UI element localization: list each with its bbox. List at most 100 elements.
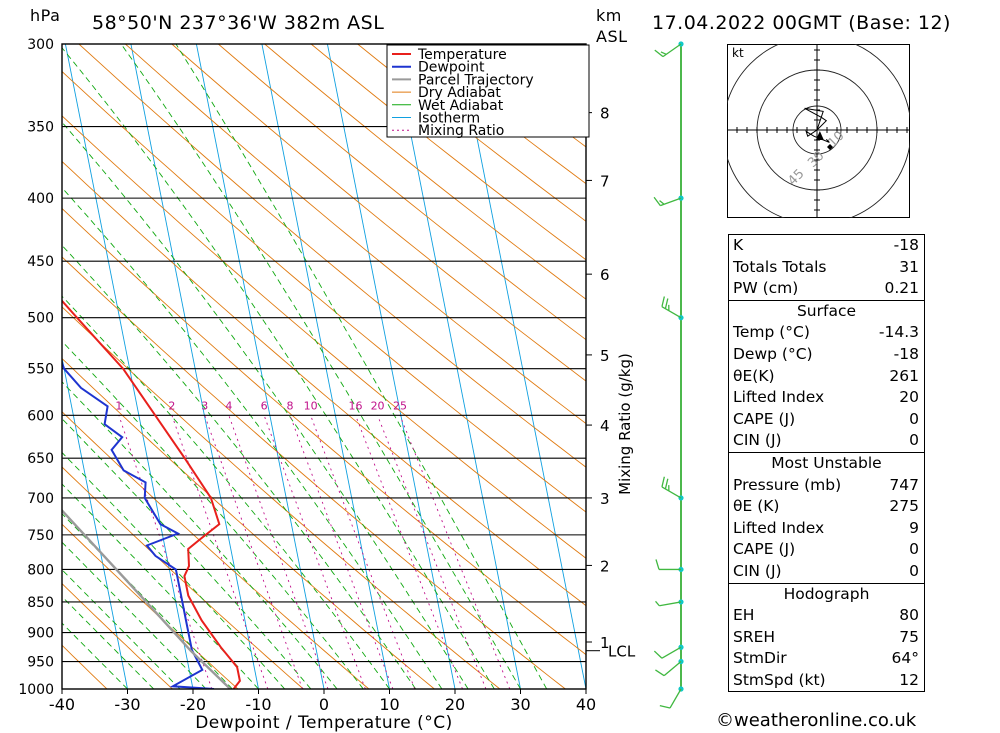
- pressure-label: 900: [27, 626, 54, 642]
- km-tick-label: 8: [600, 105, 610, 123]
- lcl-label: LCL: [608, 643, 636, 661]
- height-unit: km: [596, 6, 622, 25]
- section-title: Hodograph: [783, 584, 870, 603]
- temperature-line: [62, 299, 241, 689]
- x-tick-label: -20: [180, 695, 206, 714]
- most-unstable-value: 0: [909, 540, 919, 559]
- legend-box: [386, 44, 590, 138]
- pressure-label: 1000: [18, 682, 54, 698]
- skewt-chart: 1 2 3 4 6 8 10 16 20 2530035040045050055060065070…: [18, 37, 636, 733]
- hodograph-label: EH: [733, 606, 755, 625]
- mixing-ratio-label: 4: [225, 399, 232, 412]
- wind-barb-flag: [664, 298, 669, 309]
- wind-barb-flag: [653, 196, 661, 207]
- hodograph-label: StmSpd (kt): [733, 670, 826, 689]
- index-row-k: K -18: [733, 236, 919, 254]
- storm-motion-marker: [815, 131, 824, 140]
- wet-adiabat: [62, 513, 233, 689]
- pressure-label: 450: [27, 254, 54, 270]
- hodograph-value: 80: [899, 606, 919, 625]
- parcel-trajectory-line: [62, 508, 232, 689]
- dry-adiabat: [264, 44, 586, 300]
- x-tick-label: 10: [379, 695, 399, 714]
- surface-label: Temp (°C): [733, 323, 810, 342]
- mean-wind-marker: [827, 144, 833, 150]
- km-tick-label: 3: [600, 490, 610, 508]
- dry-adiabat: [171, 44, 586, 382]
- location-title: 58°50'N 237°36'W 382m ASL: [92, 12, 385, 34]
- isotherm: [261, 44, 390, 689]
- pressure-label: 700: [27, 491, 54, 507]
- datetime: 17.04.2022 00GMT (Base: 12): [652, 12, 951, 34]
- hodograph-label: SREH: [733, 627, 776, 646]
- mixing-ratio-line: [377, 415, 487, 689]
- dry-adiabat: [310, 44, 586, 261]
- wind-barb-flag: [655, 669, 665, 677]
- dry-adiabat: [62, 306, 501, 689]
- most-unstable-label: Pressure (mb): [733, 475, 842, 494]
- pressure-label: 750: [27, 528, 54, 544]
- wind-barb-shaft: [661, 486, 682, 499]
- most-unstable-value: 0: [909, 561, 919, 580]
- surface-label: CAPE (J): [733, 409, 796, 428]
- legend-entry: Isotherm: [418, 111, 480, 127]
- legend-entry: Dry Adiabat: [418, 85, 501, 101]
- pressure-label: 600: [27, 408, 54, 424]
- index-row-pw: PW (cm) 0.21: [733, 279, 919, 298]
- pressure-unit: hPa: [30, 6, 61, 25]
- surface-value: 20: [899, 388, 919, 407]
- most-unstable-label: Lifted Index: [733, 518, 825, 537]
- mixing-ratio-label: 16: [349, 399, 363, 412]
- x-tick-label: 0: [319, 695, 329, 714]
- wind-barb-flag: [664, 478, 669, 490]
- hodograph-row: StmDir 64°: [729, 648, 924, 670]
- hodograph-value: 75: [899, 627, 919, 646]
- mixing-ratio-line: [263, 415, 366, 689]
- km-tick-label: 5: [600, 347, 610, 365]
- dry-adiabat: [450, 44, 586, 148]
- wind-barb-shaft: [663, 661, 682, 677]
- hodograph-value: 64°: [891, 649, 919, 668]
- series-lines: [62, 299, 241, 689]
- mixing-ratio-label: 3: [201, 399, 208, 412]
- hodograph-value: 12: [899, 670, 919, 689]
- surface-value: 0: [909, 409, 919, 428]
- mixing-ratio-label: 6: [261, 399, 268, 412]
- pressure-label: 500: [27, 311, 54, 327]
- wet-adiabat: [62, 483, 259, 689]
- most-unstable-label: CAPE (J): [733, 540, 796, 559]
- surface-label: CIN (J): [733, 431, 782, 450]
- most-unstable-row: θE (K) 275: [729, 496, 924, 518]
- most-unstable-value: 9: [909, 518, 919, 537]
- wet-adiabat: [62, 187, 443, 689]
- legend-entry: Parcel Trajectory: [418, 72, 534, 88]
- x-tick-label: -30: [114, 695, 140, 714]
- mixing-ratio-label: 10: [304, 399, 318, 412]
- wind-barb-flag: [659, 200, 665, 205]
- pressure-label: 350: [27, 120, 54, 136]
- pressure-label: 400: [27, 191, 54, 207]
- indices-table: K -18 Totals Totals 31 PW (cm) 0.21 Surface…: [728, 234, 925, 693]
- x-tick-label: 20: [445, 695, 465, 714]
- most-unstable-row: Pressure (mb) 747: [729, 475, 924, 497]
- pressure-label: 800: [27, 562, 54, 578]
- mixing-ratio-label: 8: [286, 399, 293, 412]
- surface-value: -18: [893, 344, 919, 363]
- surface-value: 0: [909, 431, 919, 450]
- mixing-ratio-line: [118, 415, 213, 689]
- pressure-label: 650: [27, 451, 54, 467]
- hodograph-section: Hodograph EH 80 SREH 75 StmDir 64° StmSpd (kt)…: [729, 582, 924, 692]
- surface-label: Lifted Index: [733, 388, 825, 407]
- wet-adiabat: [62, 569, 181, 689]
- dry-adiabat: [218, 44, 586, 341]
- km-tick-label: 6: [600, 266, 610, 284]
- most-unstable-label: θE (K): [733, 497, 780, 516]
- surface-row: Temp (°C) -14.3: [729, 322, 924, 344]
- most-unstable-row: CIN (J) 0: [729, 561, 924, 583]
- wind-barb-flag: [655, 559, 660, 570]
- wet-adiabat: [62, 541, 207, 689]
- hodograph-label: StmDir: [733, 649, 787, 668]
- mixing-ratio-label: 25: [393, 399, 407, 412]
